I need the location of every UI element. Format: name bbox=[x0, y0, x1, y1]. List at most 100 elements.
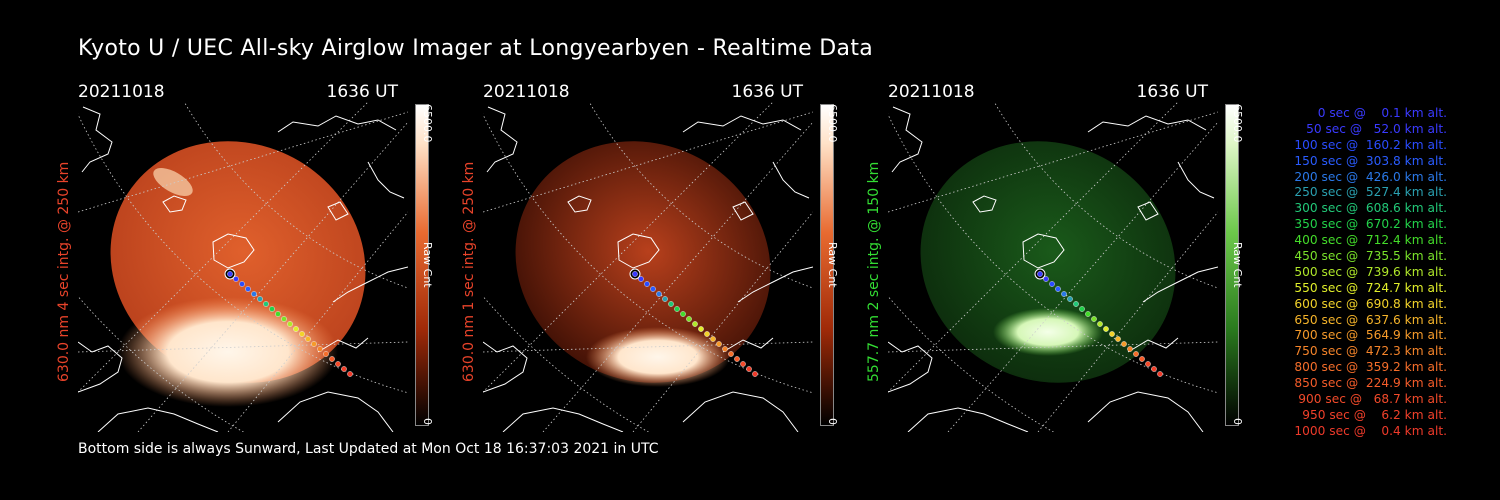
legend-entry: 50 sec @ 52.0 km alt. bbox=[1306, 121, 1447, 136]
imager-panel-630nm-1sec: 20211018 1636 UT 630.0 nm 1 sec intg. @ … bbox=[461, 82, 843, 432]
trajectory-point bbox=[1043, 276, 1049, 282]
trajectory-point bbox=[323, 351, 329, 357]
trajectory-point bbox=[710, 336, 716, 342]
trajectory-point bbox=[1157, 371, 1163, 377]
legend-entry: 850 sec @ 224.9 km alt. bbox=[1294, 376, 1447, 391]
trajectory-point bbox=[263, 301, 269, 307]
trajectory-point bbox=[1133, 351, 1139, 357]
panel-time: 1636 UT bbox=[731, 82, 804, 102]
trajectory-point bbox=[239, 281, 245, 287]
legend-entry: 550 sec @ 724.7 km alt. bbox=[1294, 280, 1447, 295]
trajectory-point bbox=[1115, 336, 1121, 342]
trajectory-point bbox=[1151, 366, 1157, 372]
allsky-image bbox=[78, 102, 408, 432]
trajectory-point bbox=[257, 296, 263, 302]
trajectory-point bbox=[638, 276, 644, 282]
trajectory-point bbox=[1127, 346, 1133, 352]
panel-ylabel: 557.7 nm 2 sec intg. @ 150 km bbox=[866, 161, 882, 382]
trajectory-point bbox=[299, 331, 305, 337]
trajectory-point bbox=[662, 296, 668, 302]
trajectory-point bbox=[734, 356, 740, 362]
panel-ylabel: 630.0 nm 1 sec intg. @ 250 km bbox=[461, 161, 477, 382]
colorbar-min: 0 bbox=[826, 418, 839, 425]
legend-entry: 500 sec @ 739.6 km alt. bbox=[1294, 264, 1447, 279]
colorbar-max: 6500.0 bbox=[1231, 104, 1244, 143]
trajectory-point bbox=[233, 276, 239, 282]
trajectory-point bbox=[686, 316, 692, 322]
legend-entry: 250 sec @ 527.4 km alt. bbox=[1294, 185, 1447, 200]
trajectory-point bbox=[1145, 361, 1151, 367]
trajectory-point bbox=[1121, 341, 1127, 347]
trajectory-legend: 0 sec @ 0.1 km alt. 50 sec @ 52.0 km alt.… bbox=[1262, 106, 1447, 440]
panel-date: 20211018 bbox=[78, 82, 165, 102]
trajectory-point bbox=[1061, 291, 1067, 297]
legend-entry: 400 sec @ 712.4 km alt. bbox=[1294, 233, 1447, 248]
legend-entry: 200 sec @ 426.0 km alt. bbox=[1294, 169, 1447, 184]
trajectory-point bbox=[722, 346, 728, 352]
legend-entry: 150 sec @ 303.8 km alt. bbox=[1294, 153, 1447, 168]
trajectory-point bbox=[227, 271, 233, 277]
trajectory-point bbox=[1073, 301, 1079, 307]
legend-entry: 650 sec @ 637.6 km alt. bbox=[1294, 312, 1447, 327]
trajectory-point bbox=[1097, 321, 1103, 327]
trajectory-point bbox=[1037, 271, 1043, 277]
colorbar bbox=[415, 104, 429, 426]
trajectory-point bbox=[281, 316, 287, 322]
legend-entry: 700 sec @ 564.9 km alt. bbox=[1294, 328, 1447, 343]
trajectory-point bbox=[632, 271, 638, 277]
imager-panel-630nm-4sec: 20211018 1636 UT 630.0 nm 4 sec intg. @ … bbox=[56, 82, 438, 432]
trajectory-point bbox=[347, 371, 353, 377]
sky-disk bbox=[515, 141, 771, 383]
panel-time: 1636 UT bbox=[1136, 82, 1209, 102]
legend-entry: 800 sec @ 359.2 km alt. bbox=[1294, 360, 1447, 375]
trajectory-point bbox=[1103, 326, 1109, 332]
trajectory-point bbox=[1139, 356, 1145, 362]
trajectory-point bbox=[728, 351, 734, 357]
colorbar-unit: Raw Cnt bbox=[421, 242, 434, 288]
colorbar-min: 0 bbox=[421, 418, 434, 425]
colorbar-max: 6500.0 bbox=[421, 104, 434, 143]
trajectory-point bbox=[329, 356, 335, 362]
trajectory-point bbox=[650, 286, 656, 292]
legend-entry: 950 sec @ 6.2 km alt. bbox=[1302, 407, 1447, 422]
panel-date: 20211018 bbox=[483, 82, 570, 102]
legend-entry: 600 sec @ 690.8 km alt. bbox=[1294, 296, 1447, 311]
colorbar-max: 6500.0 bbox=[826, 104, 839, 143]
trajectory-point bbox=[740, 361, 746, 367]
legend-entry: 100 sec @ 160.2 km alt. bbox=[1294, 137, 1447, 152]
trajectory-point bbox=[644, 281, 650, 287]
colorbar-unit: Raw Cnt bbox=[1231, 242, 1244, 288]
trajectory-point bbox=[317, 346, 323, 352]
colorbar bbox=[820, 104, 834, 426]
imager-panel-557nm-2sec: 20211018 1636 UT 557.7 nm 2 sec intg. @ … bbox=[866, 82, 1248, 432]
allsky-image bbox=[483, 102, 813, 432]
panel-date: 20211018 bbox=[888, 82, 975, 102]
trajectory-point bbox=[335, 361, 341, 367]
trajectory-point bbox=[1049, 281, 1055, 287]
legend-entry: 1000 sec @ 0.4 km alt. bbox=[1294, 423, 1447, 438]
trajectory-point bbox=[698, 326, 704, 332]
aurora-patch bbox=[586, 327, 730, 387]
trajectory-point bbox=[287, 321, 293, 327]
trajectory-point bbox=[251, 291, 257, 297]
panel-time: 1636 UT bbox=[326, 82, 399, 102]
legend-entry: 450 sec @ 735.5 km alt. bbox=[1294, 249, 1447, 264]
trajectory-point bbox=[692, 321, 698, 327]
colorbar-min: 0 bbox=[1231, 418, 1244, 425]
colorbar-unit: Raw Cnt bbox=[826, 242, 839, 288]
sky-disk bbox=[920, 141, 1176, 383]
trajectory-point bbox=[1055, 286, 1061, 292]
legend-entry: 350 sec @ 670.2 km alt. bbox=[1294, 217, 1447, 232]
trajectory-point bbox=[305, 336, 311, 342]
legend-entry: 750 sec @ 472.3 km alt. bbox=[1294, 344, 1447, 359]
trajectory-point bbox=[293, 326, 299, 332]
page-title: Kyoto U / UEC All-sky Airglow Imager at … bbox=[78, 36, 874, 61]
legend-entry: 300 sec @ 608.6 km alt. bbox=[1294, 201, 1447, 216]
panel-ylabel: 630.0 nm 4 sec intg. @ 250 km bbox=[56, 161, 72, 382]
legend-entry: 900 sec @ 68.7 km alt. bbox=[1298, 392, 1447, 407]
trajectory-point bbox=[656, 291, 662, 297]
footer-note: Bottom side is always Sunward, Last Upda… bbox=[78, 441, 659, 457]
aurora-patch bbox=[118, 297, 338, 407]
colorbar bbox=[1225, 104, 1239, 426]
trajectory-point bbox=[704, 331, 710, 337]
